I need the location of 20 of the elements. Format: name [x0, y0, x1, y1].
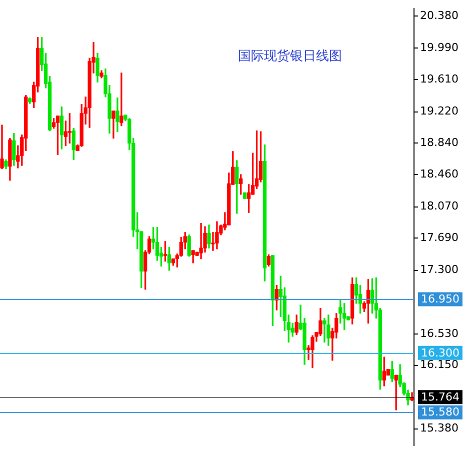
- y-tick-label: 17.300: [420, 263, 458, 276]
- y-tick-label: 20.380: [420, 8, 458, 22]
- ref-line-label: 16.300: [421, 346, 460, 360]
- ref-line-label: 16.950: [421, 292, 460, 306]
- y-tick-label: 18.070: [420, 200, 458, 213]
- y-tick-label: 18.840: [420, 136, 458, 150]
- candlestick: [0, 124, 4, 170]
- y-tick-label: 19.220: [420, 104, 458, 118]
- y-tick-label: 15.380: [420, 422, 458, 435]
- y-tick-label: 19.610: [420, 72, 458, 86]
- y-tick-label: 16.530: [420, 326, 458, 340]
- ref-line-label: 15.580: [421, 406, 460, 419]
- y-tick-label: 19.990: [420, 41, 458, 54]
- y-tick-label: 18.460: [420, 167, 458, 180]
- candlestick: [322, 318, 326, 343]
- y-tick-label: 17.690: [420, 231, 458, 244]
- y-tick-label: 16.150: [420, 358, 458, 372]
- text: 国际现货银日线图: [238, 48, 342, 65]
- candlestick: [199, 222, 203, 260]
- ref-line-label: 15.764: [421, 390, 460, 404]
